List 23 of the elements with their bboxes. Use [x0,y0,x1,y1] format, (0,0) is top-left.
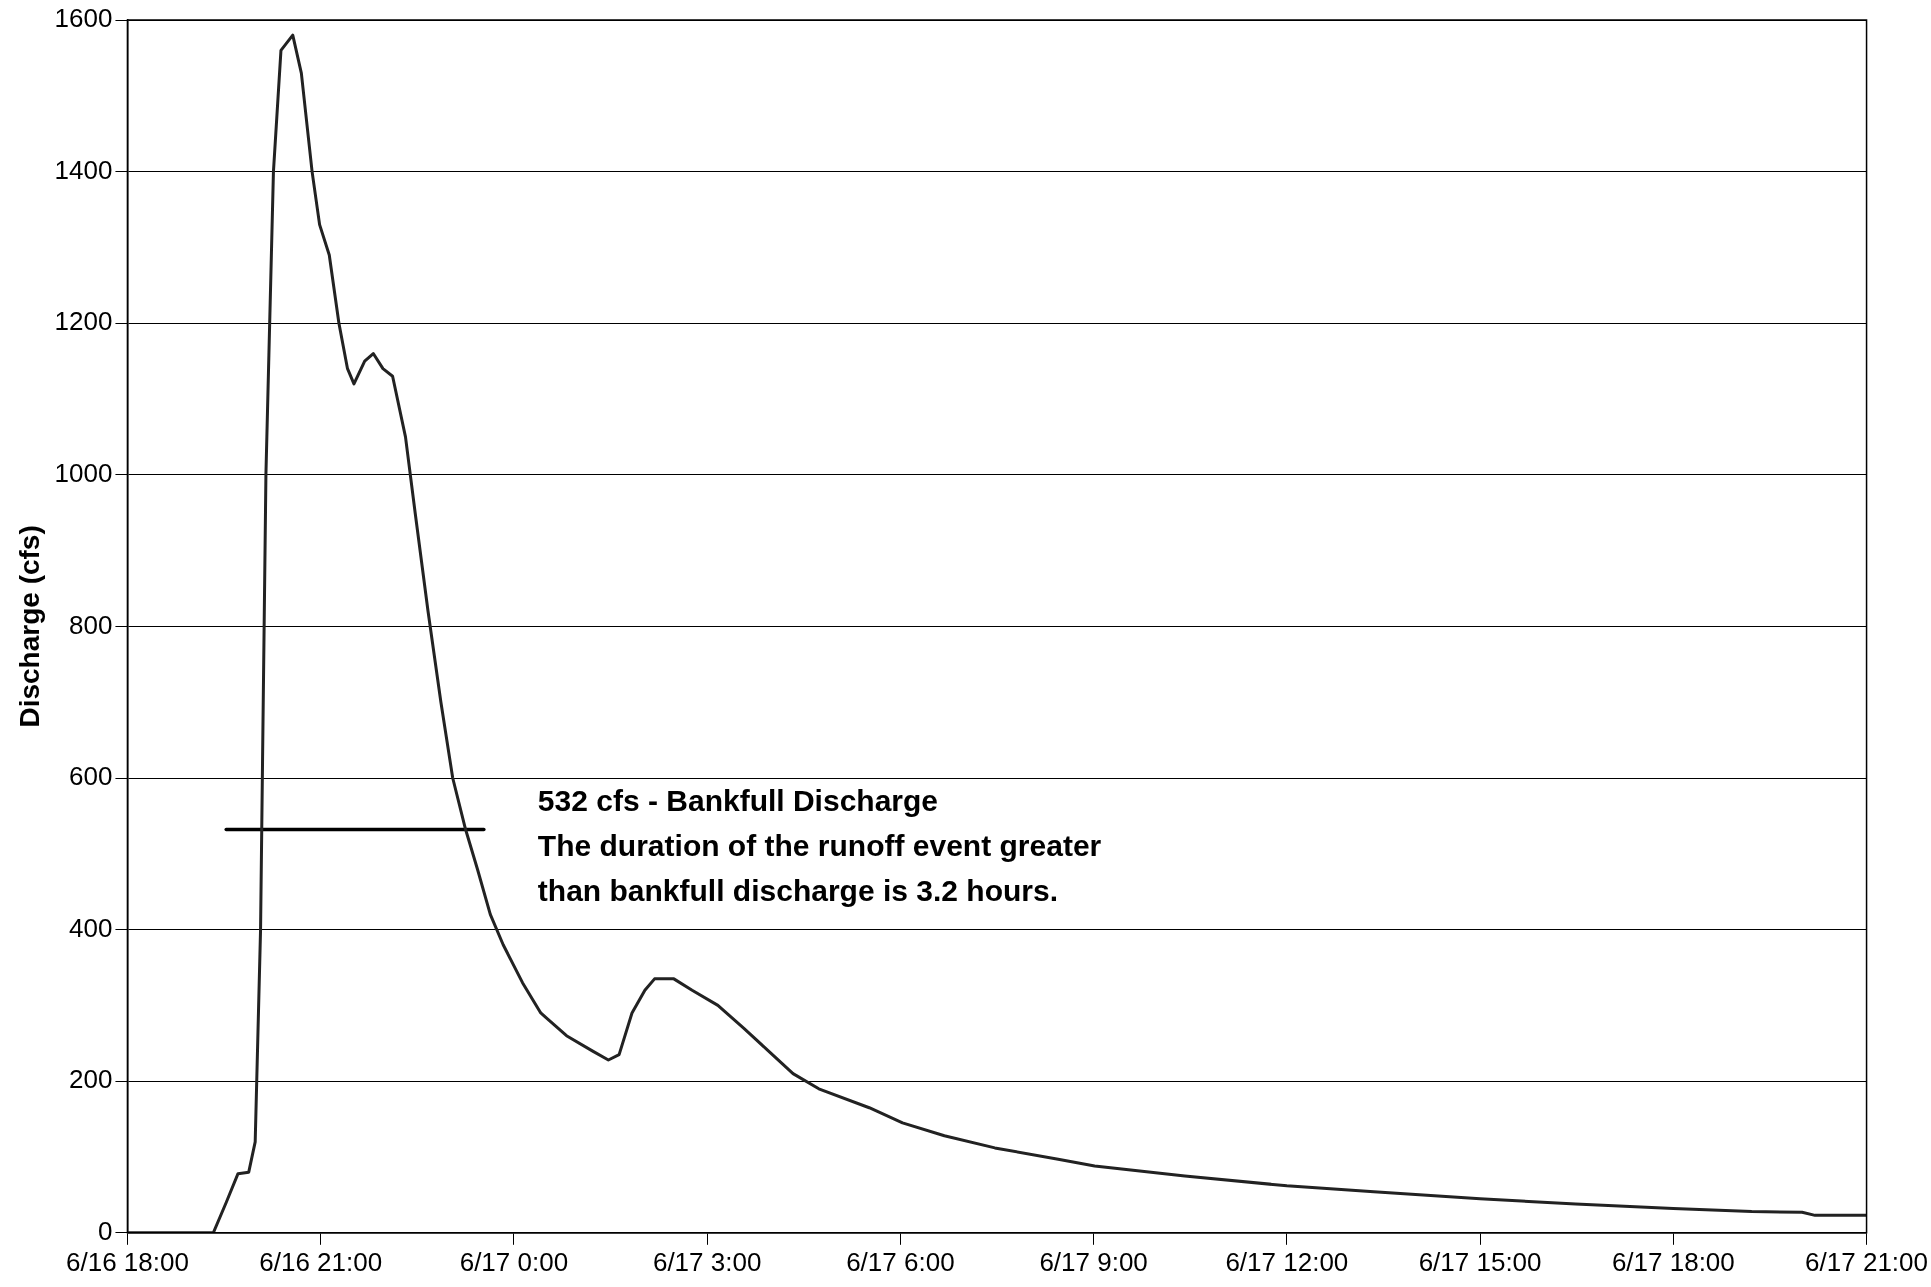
y-tick-label: 1600 [54,3,113,34]
annotation: 532 cfs - Bankfull Discharge [537,783,939,817]
annotation: The duration of the runoff event greater [537,828,1102,862]
x-tick-label: 6/17 18:00 [1611,1246,1735,1277]
x-tick-label: 6/17 12:00 [1225,1246,1349,1277]
y-tick-label: 200 [69,1064,113,1095]
x-tick-label: 6/17 9:00 [1039,1246,1148,1277]
x-tick-label: 6/16 18:00 [65,1246,189,1277]
y-tick-label: 1400 [54,154,113,185]
x-tick-label: 6/17 3:00 [652,1246,762,1277]
x-tick-label: 6/17 21:00 [1805,1246,1928,1277]
y-tick-label: 1200 [54,306,113,337]
x-tick-label: 6/17 15:00 [1418,1246,1542,1277]
x-tick-label: 6/16 21:00 [259,1246,383,1277]
x-tick-label: 6/17 6:00 [846,1246,955,1277]
y-tick-label: 400 [69,912,113,943]
y-tick-label: 1000 [54,457,113,488]
x-tick-label: 6/17 0:00 [459,1246,569,1277]
y-axis-title: Discharge (cfs) [13,525,45,728]
y-tick-label: 600 [69,761,113,792]
y-tick-label: 800 [69,609,113,640]
annotation: than bankfull discharge is 3.2 hours. [537,873,1058,907]
y-tick-label: 0 [97,1215,113,1246]
